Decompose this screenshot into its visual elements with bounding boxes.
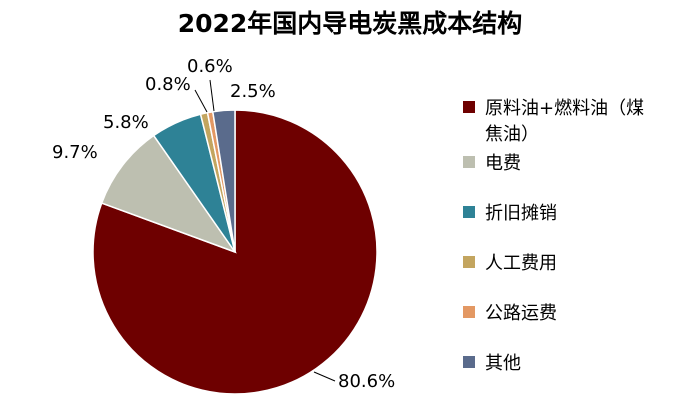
legend-swatch	[463, 156, 475, 168]
legend-label: 原料油+燃料油（煤	[485, 98, 644, 119]
leader-line	[313, 371, 336, 382]
chart-title: 2022年国内导电炭黑成本结构	[178, 9, 523, 38]
legend-label: 人工费用	[485, 253, 557, 274]
pie-slice	[92, 109, 378, 395]
legend-label: 电费	[485, 153, 521, 174]
data-label: 0.6%	[187, 56, 233, 77]
legend-label: 折旧摊销	[485, 203, 557, 224]
data-label: 5.8%	[103, 112, 149, 133]
pie-slice	[211, 109, 236, 253]
data-labels: 80.6% 9.7%5.8% 0.8%0.6% 2.5%	[52, 56, 395, 392]
legend-swatch	[463, 256, 475, 268]
legend-swatch	[463, 101, 475, 113]
data-label: 0.8%	[145, 74, 191, 95]
data-label: 80.6%	[338, 371, 395, 392]
pie-slice	[100, 134, 237, 254]
legend-swatch	[463, 306, 475, 318]
data-label: 9.7%	[52, 142, 98, 163]
leader-lines	[194, 79, 336, 382]
legend-label: 其他	[485, 353, 521, 374]
leader-line	[194, 89, 208, 113]
legend-swatch	[463, 356, 475, 368]
leader-line	[209, 79, 215, 112]
data-label: 2.5%	[230, 81, 276, 102]
legend-label: 公路运费	[485, 303, 557, 324]
legend-label: 焦油）	[485, 124, 539, 145]
legend-swatch	[463, 206, 475, 218]
pie-slices	[92, 109, 378, 395]
